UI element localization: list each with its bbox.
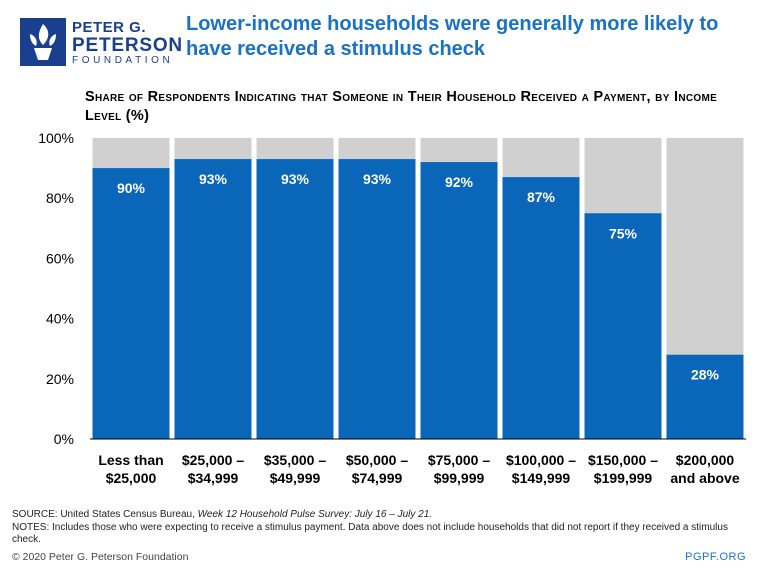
y-tick-label: 40% [46,311,74,327]
site-link[interactable]: PGPF.ORG [685,551,746,563]
x-tick-label: $100,000 – [506,452,576,468]
x-tick-label: $199,999 [594,470,653,486]
x-tick-label: $149,999 [512,470,571,486]
bar [502,177,580,439]
x-tick-label: $25,000 – [182,452,244,468]
bar-value-label: 93% [199,171,228,187]
bar [92,168,170,439]
x-tick-label: $50,000 – [346,452,408,468]
logo: PETER G. PETERSON FOUNDATION [14,10,184,70]
bar [256,159,334,439]
x-tick-label: $34,999 [188,470,239,486]
bar [584,213,662,439]
logo-line-2: PETERSON [72,35,183,56]
notes-text: NOTES: Includes those who were expecting… [12,521,728,546]
y-tick-label: 20% [46,371,74,387]
headline: Lower-income households were generally m… [186,13,719,60]
x-tick-label: $25,000 [106,470,157,486]
bar-value-label: 92% [445,174,474,190]
x-tick-label: $200,000 [676,452,735,468]
x-tick-label: Less than [98,452,163,468]
copyright: © 2020 Peter G. Peterson Foundation [12,551,189,563]
bar [174,159,252,439]
x-tick-label: $99,999 [434,470,485,486]
y-tick-label: 0% [54,431,74,447]
y-tick-label: 100% [38,130,74,146]
chart-subtitle: Share of Respondents Indicating that Som… [85,89,718,124]
bar-value-label: 93% [363,171,392,187]
x-tick-label: $35,000 – [264,452,326,468]
footer-notes: SOURCE: United States Census Bureau, Wee… [12,509,757,547]
source-prefix: SOURCE: United States Census Bureau, [12,509,198,520]
bar [338,159,416,439]
bar-value-label: 75% [609,225,638,241]
source-title: Week 12 Household Pulse Survey: July 16 … [197,509,433,520]
bar-value-label: 28% [691,367,720,383]
torch-logo-icon [20,18,66,66]
x-tick-label: and above [670,470,739,486]
bar [420,162,498,439]
x-tick-label: $49,999 [270,470,321,486]
bar-value-label: 90% [117,180,146,196]
bar-value-label: 93% [281,171,310,187]
source-note: SOURCE: United States Census Bureau, Wee… [12,509,757,522]
bar-value-label: 87% [527,189,556,205]
x-tick-label: $150,000 – [588,452,658,468]
y-tick-label: 60% [46,250,74,266]
logo-line-3: FOUNDATION [72,55,174,66]
bar [666,354,744,439]
logo-text: PETER G. PETERSON FOUNDATION [72,20,183,67]
logo-line-1: PETER G. [72,19,147,36]
y-tick-label: 80% [46,190,74,206]
x-tick-label: $74,999 [352,470,403,486]
x-tick-label: $75,000 – [428,452,490,468]
bar-chart: 0% 20% 40% 60% 80% 100% 90% Less than $25,000 93%… [38,130,746,486]
